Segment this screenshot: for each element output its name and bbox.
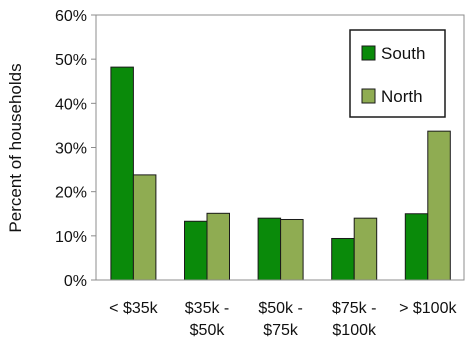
y-tick-label: 50% <box>55 52 87 69</box>
y-axis-label: Percent of households <box>6 63 25 232</box>
x-tick-label: > $100k <box>399 300 457 317</box>
bar-south-0 <box>110 66 134 281</box>
x-axis: < $35k $35k - $50k $50k - $75k $75k - $100k > $… <box>109 300 457 339</box>
x-tick-label-line: $100k <box>332 322 377 339</box>
bar-north-0 <box>132 174 157 281</box>
x-tick-label-line: < $35k <box>109 300 158 317</box>
bar-north-1 <box>206 212 230 281</box>
bar-north-4 <box>427 130 451 281</box>
x-tick-label: $35k - $50k <box>185 300 229 339</box>
plot-frame <box>95 14 465 281</box>
legend-swatch-south <box>361 45 376 61</box>
bars <box>110 66 451 281</box>
legend-swatch-north <box>361 88 376 104</box>
bar-north-3 <box>353 217 378 281</box>
legend-label-north: North <box>381 87 423 106</box>
y-axis: 0% 10% 20% 30% 40% 50% 60% <box>55 8 96 290</box>
bar-north-2 <box>280 218 304 281</box>
x-tick-label-line: $50k <box>190 322 226 339</box>
y-tick-label: 10% <box>55 229 87 246</box>
y-tick-label: 0% <box>64 273 87 290</box>
x-tick-label-line: $35k - <box>185 300 229 317</box>
y-tick-label: 30% <box>55 141 87 158</box>
x-tick-label-line: > $100k <box>399 300 457 317</box>
x-tick-label: $50k - $75k <box>258 300 302 339</box>
x-tick-label: < $35k <box>109 300 158 317</box>
legend-label-south: South <box>381 44 425 63</box>
bar-south-2 <box>257 217 282 281</box>
legend: South North <box>349 29 446 118</box>
x-tick-label-line: $75k <box>263 322 299 339</box>
y-tick-label: 20% <box>55 185 87 202</box>
y-tick-label: 40% <box>55 96 87 113</box>
x-tick-label-line: $50k - <box>258 300 302 317</box>
bar-south-1 <box>184 220 208 281</box>
x-tick-label-line: $75k - <box>332 300 376 317</box>
bar-south-4 <box>404 213 429 281</box>
x-tick-label: $75k - $100k <box>332 300 377 339</box>
bar-south-3 <box>331 237 355 281</box>
y-tick-label: 60% <box>55 8 87 25</box>
